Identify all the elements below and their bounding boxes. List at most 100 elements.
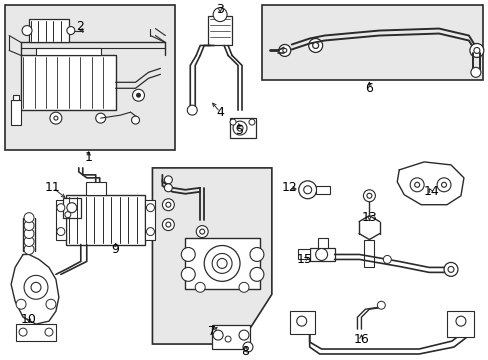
Circle shape [199,229,204,234]
Text: 15: 15 [296,253,312,266]
Bar [364,239,374,267]
Circle shape [146,228,154,235]
Circle shape [248,119,254,125]
Circle shape [65,212,71,218]
Circle shape [67,27,75,35]
Circle shape [19,328,27,336]
Circle shape [181,267,195,282]
Text: 6: 6 [365,82,372,95]
Bar [212,325,249,349]
Text: 10: 10 [21,312,37,326]
Text: 12: 12 [281,181,297,194]
Circle shape [54,116,58,120]
Bar [63,198,81,218]
Circle shape [24,213,34,222]
Bar [315,186,329,194]
Circle shape [162,219,174,231]
Circle shape [187,105,197,115]
Circle shape [136,93,141,98]
Bar [16,324,56,341]
Circle shape [278,45,290,57]
Circle shape [213,330,223,340]
Circle shape [164,184,172,192]
Circle shape [383,256,390,264]
Circle shape [213,8,226,22]
Circle shape [31,282,41,292]
Circle shape [195,282,205,292]
Circle shape [243,342,252,352]
Text: 3: 3 [216,3,224,16]
Bar [289,311,314,334]
Circle shape [436,178,450,192]
Circle shape [16,299,26,309]
Circle shape [22,26,32,36]
Circle shape [181,248,195,261]
Circle shape [164,176,172,184]
Circle shape [204,246,240,282]
Circle shape [237,125,243,131]
Circle shape [24,229,34,239]
Bar [297,249,309,260]
Circle shape [366,193,371,198]
Circle shape [303,186,311,194]
Circle shape [249,248,264,261]
Bar [13,95,19,100]
Circle shape [414,182,419,187]
Circle shape [165,202,170,207]
Circle shape [212,253,232,273]
Circle shape [298,181,316,199]
Bar [29,19,69,42]
Circle shape [470,67,480,77]
Bar [185,238,260,289]
Circle shape [165,222,170,227]
Circle shape [57,204,65,212]
Text: 7: 7 [208,325,216,338]
Circle shape [249,267,264,282]
Bar [309,248,334,261]
Circle shape [441,182,446,187]
Circle shape [217,258,226,269]
Circle shape [24,221,34,231]
Text: 8: 8 [241,345,248,357]
Circle shape [312,42,318,49]
Polygon shape [152,168,271,344]
Text: 13: 13 [361,211,377,224]
Circle shape [363,190,375,202]
Circle shape [146,204,154,212]
Text: 9: 9 [111,243,119,256]
Circle shape [196,226,208,238]
Circle shape [24,275,48,299]
Bar [446,311,473,337]
Text: 4: 4 [216,105,224,119]
Circle shape [377,301,385,309]
Circle shape [57,228,65,235]
Text: 16: 16 [353,333,368,346]
Circle shape [315,248,327,260]
Circle shape [296,316,306,326]
Bar [317,238,327,248]
Bar [145,200,155,239]
Circle shape [46,299,56,309]
Circle shape [455,316,465,326]
Circle shape [132,89,144,101]
Text: 14: 14 [422,185,438,198]
Circle shape [443,262,457,276]
Circle shape [45,328,53,336]
Circle shape [50,112,62,124]
Bar [262,5,482,80]
Circle shape [229,119,236,125]
Bar [66,195,145,244]
Circle shape [473,48,479,53]
Text: 1: 1 [84,152,93,165]
Text: 11: 11 [45,181,61,194]
Circle shape [308,39,322,53]
Circle shape [24,244,34,255]
Bar [11,100,21,125]
Bar [36,49,101,55]
Bar [85,182,105,195]
Text: 5: 5 [236,123,244,136]
Circle shape [233,121,246,135]
Circle shape [282,49,286,53]
Text: 2: 2 [76,20,83,33]
Bar [56,200,66,239]
